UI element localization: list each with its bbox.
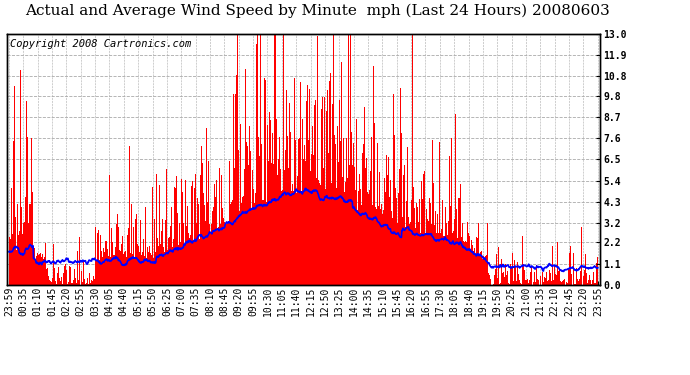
Text: Copyright 2008 Cartronics.com: Copyright 2008 Cartronics.com <box>10 39 191 49</box>
Text: Actual and Average Wind Speed by Minute  mph (Last 24 Hours) 20080603: Actual and Average Wind Speed by Minute … <box>25 4 610 18</box>
